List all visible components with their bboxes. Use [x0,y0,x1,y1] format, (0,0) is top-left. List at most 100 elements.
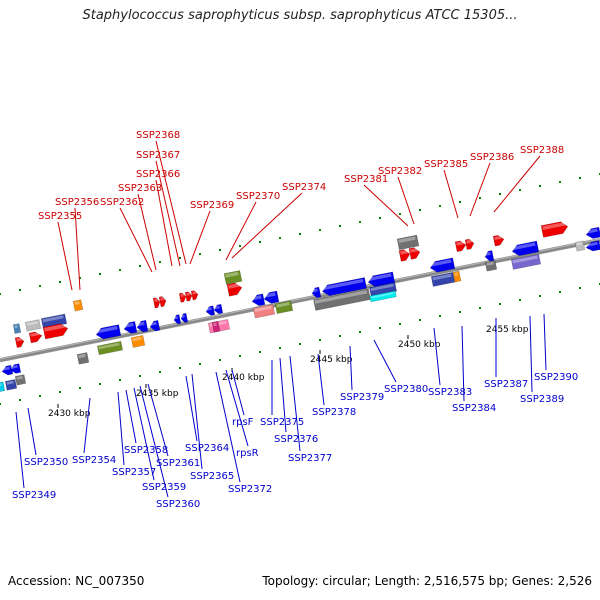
gene-shape [263,290,280,304]
reverse-gene-leader [125,389,137,444]
gene-glyph [42,323,69,340]
forward-gene-leader [469,162,491,217]
gene-shape [14,374,27,386]
gene-glyph [454,240,467,253]
reverse-gene-leader [433,327,441,386]
gene-glyph [252,303,276,319]
reverse-gene-label: SSP2376 [274,434,318,445]
gene-shape [1,364,14,376]
gene-shine [264,292,276,298]
gene-glyph [369,282,397,297]
track-dot-upper [539,185,541,187]
track-dot-upper [19,289,21,291]
forward-gene-label: SSP2381 [344,174,388,185]
forward-gene-leader [155,140,187,265]
gene-shape [136,319,149,333]
gene-shape [430,271,456,287]
track-dot-lower [179,367,181,369]
gene-shape [484,250,495,262]
gene-shape [180,312,189,323]
forward-gene-label: SSP2382 [378,166,422,177]
gene-shine [181,314,185,318]
track-dot-lower [359,331,361,333]
reverse-gene-label: SSP2349 [12,490,56,501]
reverse-gene-leader [225,369,249,447]
gene-shape [511,240,540,257]
gene-shine [512,255,538,264]
gene-shape [149,319,161,332]
reverse-gene-leader [543,313,547,371]
gene-shine [252,295,262,301]
gene-shine [214,305,220,310]
gene-shine [486,261,494,266]
gene-shine [160,297,164,301]
gene-shine [26,320,38,326]
reverse-gene-label: SSP2350 [24,457,68,468]
track-dot-upper [59,281,61,283]
genome-summary: Topology: circular; Length: 2,516,575 bp… [262,574,592,588]
reverse-gene-leader [529,315,533,393]
reverse-gene-label: SSP2377 [288,453,332,464]
track-dot-lower [39,395,41,397]
scale-label: 2445 kbp [310,355,353,365]
reverse-gene-label: SSP2384 [452,403,496,414]
gene-shape [454,240,467,253]
gene-glyph [1,364,14,376]
gene-shine [42,315,64,323]
forward-gene-leader [57,221,73,291]
gene-shape [223,270,243,285]
gene-shine [14,324,18,329]
gene-glyph [12,323,22,334]
reverse-gene-label: SSP2378 [312,407,356,418]
gene-shape [96,340,124,356]
gene-glyph [464,238,475,251]
track-dot-lower [399,323,401,325]
reverse-gene-label: SSP2354 [72,455,116,466]
forward-gene-label: SSP2368 [136,130,180,141]
gene-shine [400,249,408,255]
gene-shine [213,322,217,327]
reverse-gene-label: SSP2383 [428,387,472,398]
forward-gene-leader [74,207,81,291]
gene-glyph [96,340,124,356]
gene-shape [585,240,600,252]
gene-glyph [510,253,542,270]
reverse-gene-label: SSP2357 [112,467,156,478]
gene-shine [206,307,212,311]
gene-glyph [9,363,22,374]
gene-shine [16,375,23,380]
reverse-gene-leader [215,371,241,483]
track-dot-upper [399,213,401,215]
track-dot-lower [459,311,461,313]
gene-shape [0,381,6,393]
track-dot-upper [239,245,241,247]
gene-shine [10,364,18,369]
gene-shape [184,291,193,302]
gene-shape [369,282,397,297]
gene-glyph [184,291,193,302]
track-dot-upper [79,277,81,279]
gene-glyph [367,271,396,287]
gene-shape [24,319,42,332]
track-dot-upper [299,233,301,235]
gene-shine [432,273,452,281]
gene-shine [180,293,184,298]
reverse-gene-leader [461,325,465,402]
gene-shape [510,253,542,270]
gene-shine [485,251,491,256]
gene-glyph [136,319,149,333]
gene-glyph [492,234,505,247]
gene-glyph [0,381,6,393]
scale-label: 2435 kbp [136,389,179,399]
forward-gene-label: SSP2369 [190,200,234,211]
scale-label: 2450 kbp [398,340,441,350]
gene-glyph [429,257,456,273]
gene-shine [225,271,239,278]
gene-shine [174,315,178,320]
track-dot-upper [499,193,501,195]
gene-shape [311,286,322,299]
gene-shine [124,322,134,328]
gene-shape [492,234,505,247]
forward-gene-label: SSP2362 [100,197,144,208]
gene-glyph [24,319,42,332]
